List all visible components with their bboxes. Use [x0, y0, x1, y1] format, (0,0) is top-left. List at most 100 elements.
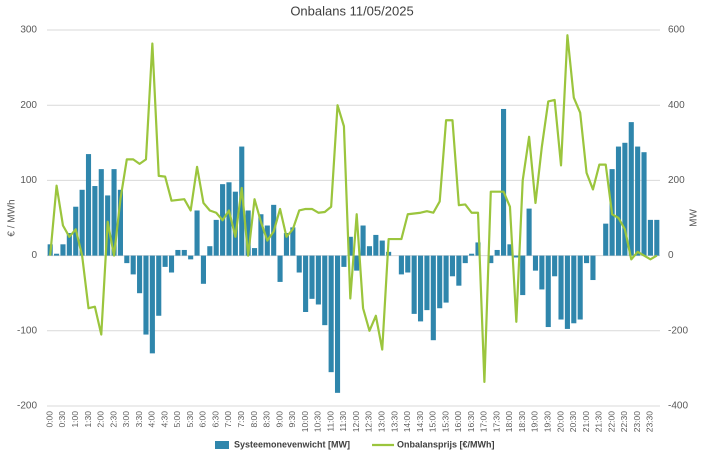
x-tick-label: 20:30	[568, 411, 578, 433]
x-tick-label: 18:30	[517, 411, 527, 433]
bar	[539, 255, 545, 290]
bar	[143, 255, 149, 335]
bar	[66, 233, 72, 256]
bar	[398, 255, 404, 275]
bar	[545, 255, 551, 328]
bar	[532, 255, 539, 271]
x-tick-label: 11:30	[338, 411, 348, 432]
x-tick-label: 19:30	[543, 411, 553, 433]
y2-tick-label: 200	[668, 175, 685, 186]
x-tick-label: 17:30	[491, 411, 501, 433]
bar	[615, 146, 622, 256]
bar	[526, 208, 532, 256]
x-tick-label: 5:00	[172, 411, 182, 428]
x-tick-label: 14:30	[415, 411, 425, 433]
x-tick-label: 10:30	[313, 411, 323, 433]
bar	[469, 253, 475, 256]
bar	[654, 219, 660, 256]
bar	[494, 249, 500, 256]
x-tick-label: 18:00	[504, 411, 514, 433]
bar	[558, 255, 564, 320]
y-tick-label: 200	[20, 100, 37, 111]
y2-tick-label: 400	[668, 100, 685, 111]
y-tick-label: 100	[20, 175, 37, 186]
bar	[437, 255, 443, 309]
x-tick-label: 12:00	[351, 411, 361, 433]
x-tick-label: 5:30	[185, 411, 195, 428]
bar	[303, 255, 309, 312]
bar	[443, 255, 449, 303]
bar	[513, 255, 519, 258]
bar	[622, 142, 628, 256]
bar	[417, 255, 424, 322]
bar	[322, 255, 328, 326]
bar	[162, 255, 168, 267]
bar	[239, 146, 245, 256]
bar	[149, 255, 155, 354]
bar	[334, 255, 341, 393]
bar	[647, 219, 653, 256]
y-axis-title: € / MWh	[7, 199, 18, 236]
bar	[283, 233, 290, 256]
bar	[366, 246, 373, 256]
bar	[124, 255, 130, 264]
bar	[373, 234, 379, 256]
x-tick-label: 4:30	[159, 411, 169, 428]
bar	[54, 253, 60, 256]
bar	[424, 255, 430, 311]
bar	[60, 244, 66, 256]
x-tick-label: 20:00	[555, 411, 565, 433]
y2-tick-label: 0	[668, 250, 674, 261]
bar	[411, 255, 417, 314]
bar	[277, 255, 283, 282]
x-tick-label: 8:30	[262, 411, 272, 428]
bar	[501, 108, 507, 256]
x-tick-label: 23:30	[645, 411, 655, 433]
bar	[641, 152, 647, 256]
bar	[98, 169, 104, 256]
bar	[354, 255, 360, 271]
bar	[341, 255, 347, 267]
x-tick-label: 1:30	[83, 411, 93, 428]
bar	[181, 249, 187, 256]
bar	[564, 255, 570, 329]
bar	[251, 248, 258, 256]
bar	[360, 225, 366, 256]
x-tick-label: 13:00	[376, 411, 386, 433]
bar	[207, 246, 213, 256]
bar	[520, 255, 526, 296]
bar	[430, 255, 436, 341]
x-tick-label: 16:30	[466, 411, 476, 433]
bar	[552, 255, 558, 277]
legend-swatch	[215, 441, 229, 449]
y2-tick-label: -400	[668, 401, 688, 412]
x-tick-label: 14:00	[402, 411, 412, 433]
x-tick-label: 19:00	[530, 411, 540, 433]
x-tick-label: 1:00	[70, 411, 80, 428]
bar	[258, 214, 264, 256]
x-tick-label: 23:00	[632, 411, 642, 433]
bar	[456, 255, 462, 286]
x-tick-label: 0:00	[44, 411, 54, 428]
bar	[137, 255, 143, 294]
bar	[188, 255, 194, 260]
legend-label: Onbalansprijs [€/MWh]	[397, 439, 495, 449]
bar	[130, 255, 136, 275]
legend-label: Systeemonevenwicht [MW]	[234, 439, 350, 449]
bar	[117, 189, 123, 256]
x-tick-label: 10:00	[300, 411, 310, 433]
bar	[590, 255, 596, 281]
bar	[379, 240, 385, 256]
bar	[168, 255, 175, 273]
x-tick-label: 15:00	[428, 411, 438, 433]
x-tick-label: 13:30	[389, 411, 399, 433]
bar	[111, 169, 117, 256]
bar	[315, 255, 321, 305]
x-tick-label: 9:00	[274, 411, 284, 428]
bar	[462, 255, 468, 264]
x-tick-label: 17:00	[479, 411, 489, 433]
bar	[309, 255, 315, 299]
bar	[85, 154, 92, 256]
y2-tick-label: -200	[668, 325, 688, 336]
